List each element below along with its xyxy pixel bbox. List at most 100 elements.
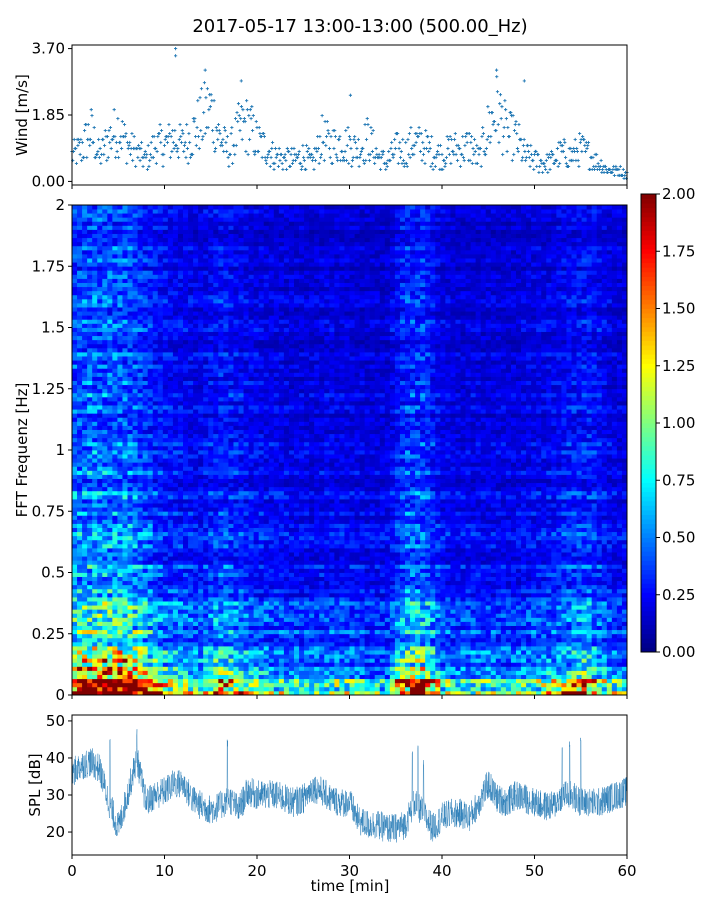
heatmap-cell — [97, 368, 103, 373]
heatmap-cell — [77, 360, 83, 365]
wind-point — [262, 131, 266, 136]
heatmap-cell — [107, 539, 113, 545]
heatmap-cell — [132, 474, 138, 479]
heatmap-cell — [167, 568, 174, 573]
heatmap-cell — [172, 209, 179, 214]
wind-point — [512, 152, 516, 157]
heatmap-cell — [228, 282, 234, 288]
heatmap-cell — [152, 494, 159, 500]
heatmap-cell — [87, 245, 93, 251]
heatmap-cell — [213, 499, 219, 504]
heatmap-cell — [183, 339, 189, 345]
heatmap-cell — [77, 654, 83, 659]
heatmap-cell — [92, 298, 98, 304]
heatmap-cell — [72, 331, 78, 337]
wind-point — [566, 164, 571, 169]
heatmap-cell — [208, 335, 214, 341]
heatmap-cell — [102, 352, 108, 357]
heatmap-cell — [152, 531, 159, 537]
heatmap-cell — [193, 490, 199, 496]
heatmap-cell — [142, 266, 149, 271]
heatmap-cell — [132, 662, 138, 667]
wind-point — [492, 119, 497, 124]
heatmap-cell — [177, 347, 184, 353]
wind-point — [548, 167, 552, 172]
heatmap-cell — [97, 384, 103, 390]
heatmap-cell — [177, 539, 184, 545]
heatmap-cell — [77, 364, 83, 369]
heatmap-cell — [243, 290, 249, 296]
heatmap-cell — [223, 519, 229, 524]
heatmap-cell — [127, 376, 133, 381]
heatmap-cell — [102, 535, 108, 541]
heatmap-cell — [87, 609, 93, 614]
heatmap-cell — [233, 584, 239, 590]
heatmap-cell — [142, 233, 149, 239]
heatmap-cell — [203, 637, 209, 643]
heatmap-cell — [112, 258, 118, 263]
heatmap-cell — [122, 674, 128, 680]
heatmap-cell — [203, 539, 209, 545]
heatmap-cell — [102, 429, 108, 435]
heatmap-cell — [203, 523, 209, 528]
wind-point — [498, 93, 503, 97]
heatmap-cell — [193, 364, 199, 369]
heatmap-cell — [152, 690, 159, 696]
heatmap-cell — [132, 217, 138, 222]
heatmap-cell — [213, 445, 219, 451]
heatmap-cell — [203, 572, 209, 577]
heatmap-cell — [223, 486, 229, 492]
wind-point — [438, 143, 443, 148]
heatmap-cell — [152, 290, 159, 296]
wind-point — [289, 152, 293, 157]
heatmap-cell — [92, 646, 98, 651]
heatmap-cell — [208, 258, 214, 263]
heatmap-cell — [238, 666, 244, 671]
wind-point — [112, 108, 116, 112]
wind-point — [139, 140, 144, 145]
heatmap-cell — [243, 356, 249, 361]
heatmap-cell — [137, 303, 144, 308]
heatmap-cell — [198, 380, 204, 386]
heatmap-cell — [72, 343, 78, 349]
heatmap-cell — [132, 462, 138, 467]
heatmap-cell — [228, 588, 234, 594]
wind-point — [446, 146, 450, 151]
wind-point — [122, 122, 127, 127]
heatmap-cell — [122, 601, 128, 606]
heatmap-cell — [77, 445, 83, 451]
heatmap-cell — [193, 352, 199, 357]
heatmap-cell — [248, 609, 255, 614]
heatmap-cell — [208, 556, 214, 561]
heatmap-cell — [127, 613, 133, 618]
heatmap-cell — [172, 466, 179, 471]
heatmap-cell — [177, 245, 184, 251]
heatmap-cell — [228, 278, 234, 283]
wind-point — [222, 125, 227, 130]
wind-point — [399, 149, 403, 154]
heatmap-cell — [223, 413, 229, 418]
heatmap-cell — [172, 286, 179, 292]
heatmap-cell — [198, 343, 204, 349]
heatmap-cell — [167, 278, 174, 283]
heatmap-cell — [213, 519, 219, 524]
wind-point — [520, 158, 524, 163]
heatmap-cell — [87, 401, 93, 406]
heatmap-cell — [233, 413, 239, 418]
wind-point — [400, 161, 404, 166]
wind-point — [337, 137, 341, 142]
heatmap-cell — [157, 315, 164, 320]
heatmap-cell — [172, 388, 179, 394]
heatmap-cell — [193, 274, 199, 279]
heatmap-cell — [107, 690, 113, 696]
heatmap-cell — [127, 637, 133, 643]
heatmap-cell — [172, 356, 179, 361]
wind-point — [505, 149, 509, 154]
heatmap-cell — [142, 237, 149, 243]
heatmap-cell — [127, 597, 133, 602]
heatmap-cell — [147, 605, 154, 610]
heatmap-cell — [203, 266, 209, 271]
wind-point — [519, 137, 523, 142]
heatmap-cell — [162, 409, 169, 414]
heatmap-cell — [112, 294, 118, 300]
